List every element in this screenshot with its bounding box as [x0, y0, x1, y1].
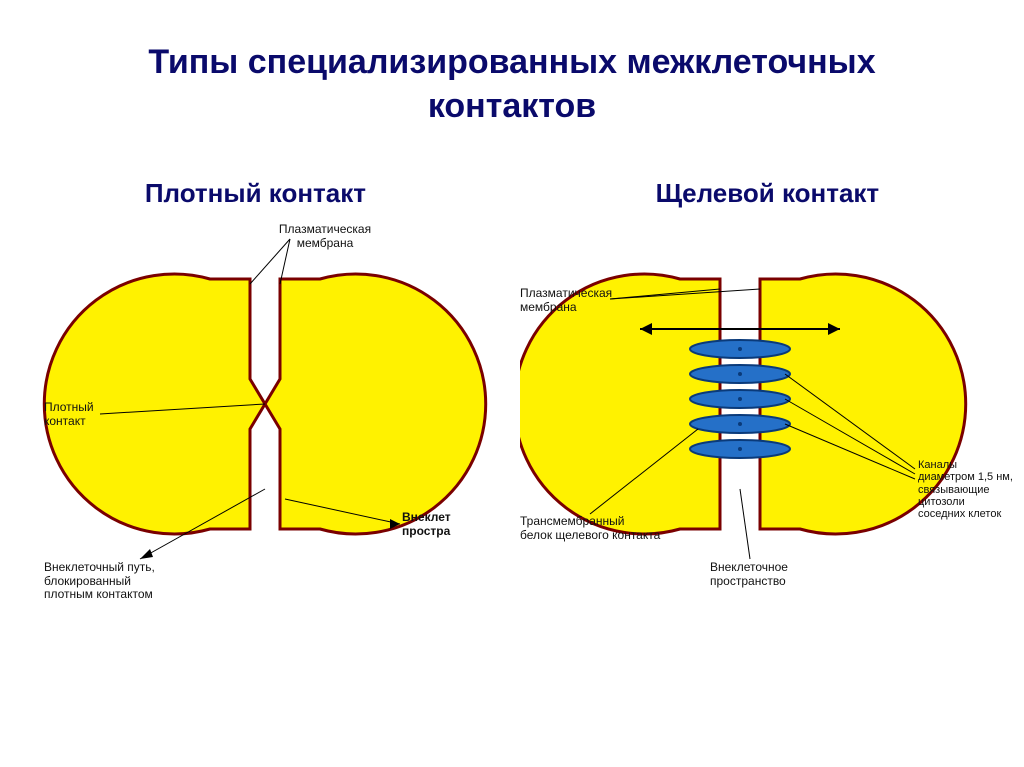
title-line2: контактов [428, 87, 596, 125]
subtitle-right: Щелевой контакт [656, 178, 880, 209]
label-tight: Плотныйконтакт [44, 401, 114, 427]
label-space: Внеклетпростра [402, 511, 482, 537]
subtitles-row: Плотный контакт Щелевой контакт [0, 178, 1024, 209]
leader-extra [740, 489, 750, 559]
page-title: Типы специализированных межклеточных кон… [0, 0, 1024, 128]
diagram-tight-junction: Плазматическаямембрана Плотныйконтакт Вн… [40, 229, 500, 629]
title-line1: Типы специализированных межклеточных [148, 43, 875, 81]
label-membrane-right: Плазматическаямембрана [520, 287, 630, 313]
right-cell [265, 274, 486, 534]
label-extra: Внеклеточноепространство [710, 561, 830, 587]
label-channels: Каналыдиаметром 1,5 нм,связывающиецитозо… [918, 459, 1018, 519]
subtitle-left: Плотный контакт [145, 178, 366, 209]
label-path: Внеклеточный путь,блокированныйплотным к… [44, 561, 214, 601]
diagram-gap-junction: Плазматическаямембрана Трансмембранныйбе… [520, 229, 1000, 629]
label-membrane-left: Плазматическаямембрана [255, 223, 395, 249]
label-trans: Трансмембранныйбелок щелевого контакта [520, 515, 680, 541]
arrowhead-path [140, 549, 153, 559]
diagrams-area: Плазматическаямембрана Плотныйконтакт Вн… [0, 229, 1024, 649]
